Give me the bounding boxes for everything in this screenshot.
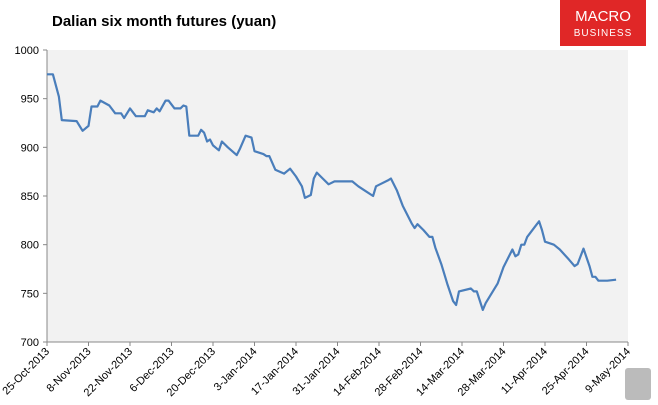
chart-title: Dalian six month futures (yuan) — [52, 13, 276, 30]
y-tick-label: 900 — [21, 142, 39, 154]
logo-box — [560, 0, 646, 46]
line-series — [47, 73, 617, 311]
logo-text: MACRO — [575, 8, 631, 25]
y-tick-label: 700 — [21, 337, 39, 349]
logo-icon — [625, 368, 651, 400]
y-tick-label: 950 — [21, 94, 39, 106]
y-tick-label: 750 — [21, 288, 39, 300]
y-tick-label: 1000 — [15, 45, 39, 57]
logo: MACRO BUSINESS — [560, 0, 646, 46]
logo-text: BUSINESS — [574, 28, 633, 39]
y-tick-label: 850 — [21, 191, 39, 203]
x-tick-label: 25-Oct-2013 — [0, 346, 52, 398]
plot-area — [47, 50, 628, 342]
y-tick-label: 800 — [21, 240, 39, 252]
